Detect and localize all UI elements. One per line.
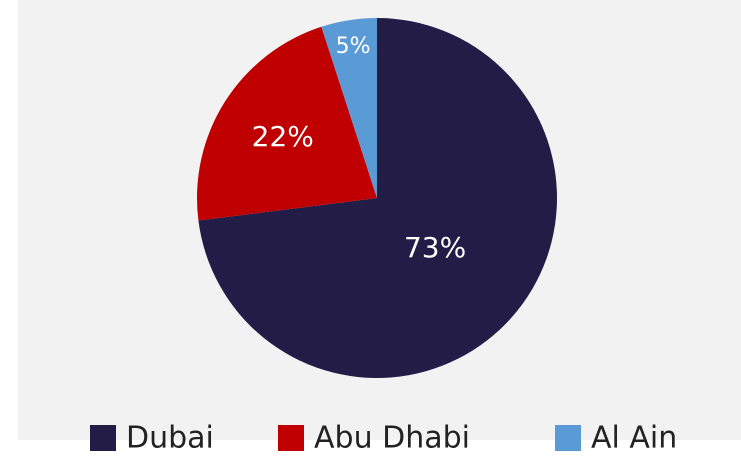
pie-slice	[197, 26, 377, 221]
legend-swatch	[278, 425, 304, 451]
pie-slice	[198, 18, 557, 378]
legend-label: Abu Dhabi	[314, 421, 470, 456]
legend-label: Dubai	[126, 421, 214, 456]
data-label: 22%	[252, 120, 314, 153]
data-label: 73%	[404, 231, 466, 264]
legend-label: Al Ain	[591, 421, 677, 456]
legend-swatch	[555, 425, 581, 451]
legend-swatch	[90, 425, 116, 451]
pie-slice	[321, 18, 377, 198]
data-label: 5%	[336, 34, 371, 59]
